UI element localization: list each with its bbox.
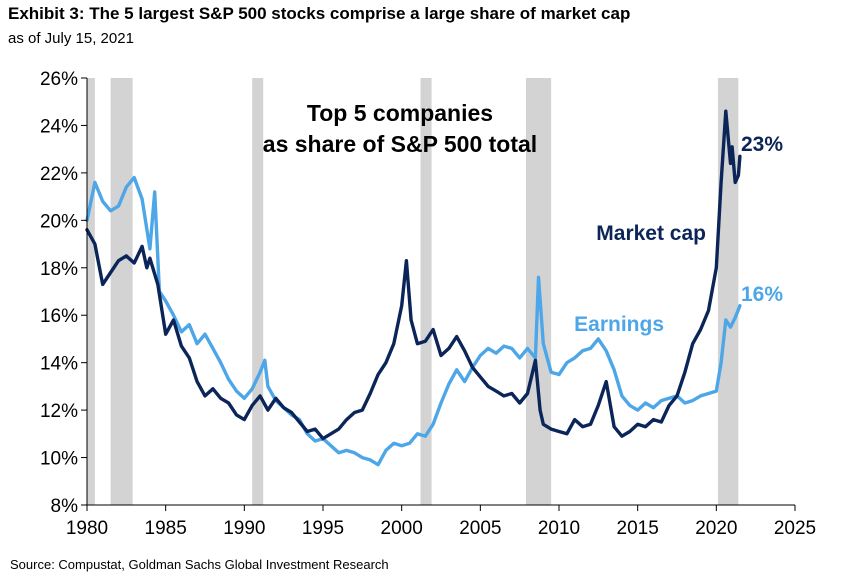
y-tick-label: 16% bbox=[40, 306, 78, 327]
series-line-earnings bbox=[85, 175, 742, 467]
y-tick-label: 20% bbox=[40, 211, 78, 232]
x-tick-label: 2015 bbox=[617, 518, 659, 539]
exhibit-title: Exhibit 3: The 5 largest S&P 500 stocks … bbox=[8, 4, 631, 23]
y-tick-label: 14% bbox=[40, 354, 78, 375]
x-tick-label: 1990 bbox=[223, 518, 265, 539]
legend-label-market-cap: Market cap bbox=[596, 222, 706, 245]
recession-band-1 bbox=[110, 78, 133, 505]
legend-label-earnings: Earnings bbox=[574, 313, 664, 336]
x-tick-label: 2000 bbox=[381, 518, 423, 539]
series-lines bbox=[85, 109, 742, 467]
y-tick-label: 10% bbox=[40, 449, 78, 470]
x-tick-label: 2010 bbox=[538, 518, 580, 539]
x-tick-label: 1995 bbox=[302, 518, 344, 539]
recession-band-5 bbox=[717, 78, 739, 505]
y-tick-label: 22% bbox=[40, 164, 78, 185]
chart-title-line-1: Top 5 companies bbox=[307, 100, 493, 126]
end-label-market-cap: 23% bbox=[741, 133, 783, 156]
y-tick-label: 18% bbox=[40, 259, 78, 280]
x-tick-label: 2005 bbox=[459, 518, 501, 539]
exhibit-subtitle: as of July 15, 2021 bbox=[8, 30, 134, 47]
recession-band-2 bbox=[252, 78, 264, 505]
x-tick-label: 2025 bbox=[774, 518, 816, 539]
y-tick-label: 26% bbox=[40, 69, 78, 90]
axes: 8% 10% 12% 14% 16% 18% 20% 22% 24% 26% 1980 1985 199… bbox=[40, 69, 816, 539]
x-tick-label: 1985 bbox=[145, 518, 187, 539]
source-note: Source: Compustat, Goldman Sachs Global … bbox=[10, 557, 389, 572]
end-label-earnings: 16% bbox=[741, 283, 783, 306]
series-line-market-cap bbox=[85, 109, 742, 441]
chart-title-line-2: as share of S&P 500 total bbox=[263, 131, 537, 157]
recession-band-0 bbox=[87, 78, 95, 505]
y-tick-label: 12% bbox=[40, 401, 78, 422]
y-tick-label: 24% bbox=[40, 116, 78, 137]
x-tick-label: 2020 bbox=[695, 518, 737, 539]
recession-band-3 bbox=[420, 78, 432, 505]
x-tick-label: 1980 bbox=[66, 518, 108, 539]
y-tick-label: 8% bbox=[51, 496, 79, 517]
